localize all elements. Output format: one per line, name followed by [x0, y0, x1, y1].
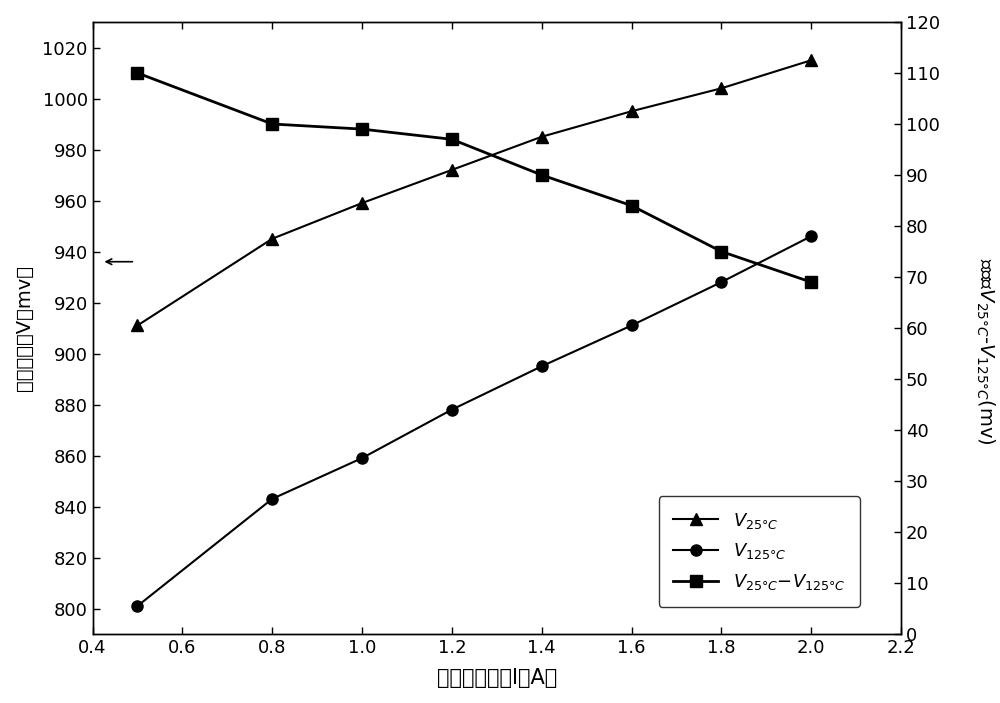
V25	[266, 235, 278, 243]
V125	[626, 321, 638, 330]
Vdiff	[626, 201, 638, 209]
V125	[446, 406, 458, 414]
Vdiff	[356, 125, 368, 134]
V25	[446, 166, 458, 174]
V25	[626, 107, 638, 115]
Line: Vdiff: Vdiff	[132, 67, 817, 288]
Text: 压降差$V_{25°C}$-$V_{125°C}$(mv): 压降差$V_{25°C}$-$V_{125°C}$(mv)	[974, 258, 996, 445]
V125	[715, 278, 727, 286]
V25	[805, 56, 817, 65]
V125	[805, 232, 817, 240]
Legend: $V_{25°C}$, $V_{125°C}$, $V_{25°C}$$-$$V_{125°C}$: $V_{25°C}$, $V_{125°C}$, $V_{25°C}$$-$$V…	[659, 496, 860, 607]
Vdiff	[131, 69, 143, 77]
Y-axis label: 二极管压降V（mv）: 二极管压降V（mv）	[15, 265, 34, 391]
Vdiff	[715, 247, 727, 256]
V25	[131, 321, 143, 330]
Line: V125: V125	[132, 231, 817, 612]
V125	[266, 495, 278, 503]
V125	[356, 454, 368, 463]
V25	[715, 84, 727, 93]
Vdiff	[446, 135, 458, 143]
Vdiff	[536, 171, 548, 179]
V25	[536, 133, 548, 141]
X-axis label: 脉冲电流大小I（A）: 脉冲电流大小I（A）	[437, 668, 557, 688]
Vdiff	[266, 120, 278, 128]
V125	[131, 602, 143, 610]
Line: V25: V25	[131, 54, 817, 332]
V25	[356, 199, 368, 207]
Vdiff	[805, 278, 817, 286]
V125	[536, 362, 548, 370]
